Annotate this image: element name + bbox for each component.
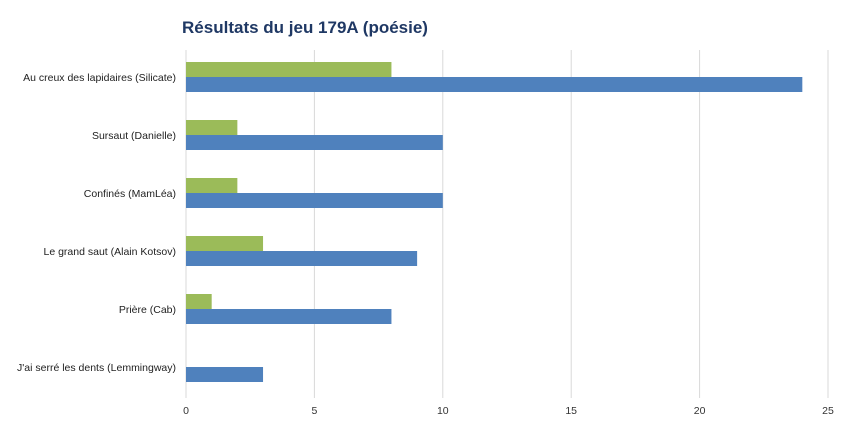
bar-series-1 <box>186 120 238 135</box>
category-label: Au creux des lapidaires (Silicate) <box>23 72 176 84</box>
category-label: Le grand saut (Alain Kotsov) <box>44 246 177 258</box>
bar-series-2 <box>186 135 443 150</box>
bar-series-2 <box>186 193 443 208</box>
x-tick-label: 10 <box>437 405 449 417</box>
category-labels: Au creux des lapidaires (Silicate) Sursau… <box>17 72 176 374</box>
bars <box>186 62 803 382</box>
category-label: Sursaut (Danielle) <box>92 130 176 142</box>
bar-series-1 <box>186 178 238 193</box>
bar-series-1 <box>186 236 264 251</box>
x-tick-label: 15 <box>565 405 577 417</box>
chart-title: Résultats du jeu 179A (poésie) <box>182 18 428 37</box>
category-label: Prière (Cab) <box>119 304 176 316</box>
category-label: J'ai serré les dents (Lemmingway) <box>17 362 176 374</box>
x-tick-label: 0 <box>183 405 189 417</box>
x-tick-label: 25 <box>822 405 834 417</box>
x-tick-label: 20 <box>694 405 706 417</box>
gridlines <box>185 50 829 398</box>
bar-series-1 <box>186 294 212 309</box>
bar-series-2 <box>186 251 418 266</box>
bar-series-1 <box>186 62 392 77</box>
x-tick-label: 5 <box>311 405 317 417</box>
bar-series-2 <box>186 77 803 92</box>
x-tick-labels: 0 5 10 15 20 25 <box>183 405 834 417</box>
bar-series-2 <box>186 367 264 382</box>
category-label: Confinés (MamLéa) <box>84 188 176 200</box>
bar-series-2 <box>186 309 392 324</box>
